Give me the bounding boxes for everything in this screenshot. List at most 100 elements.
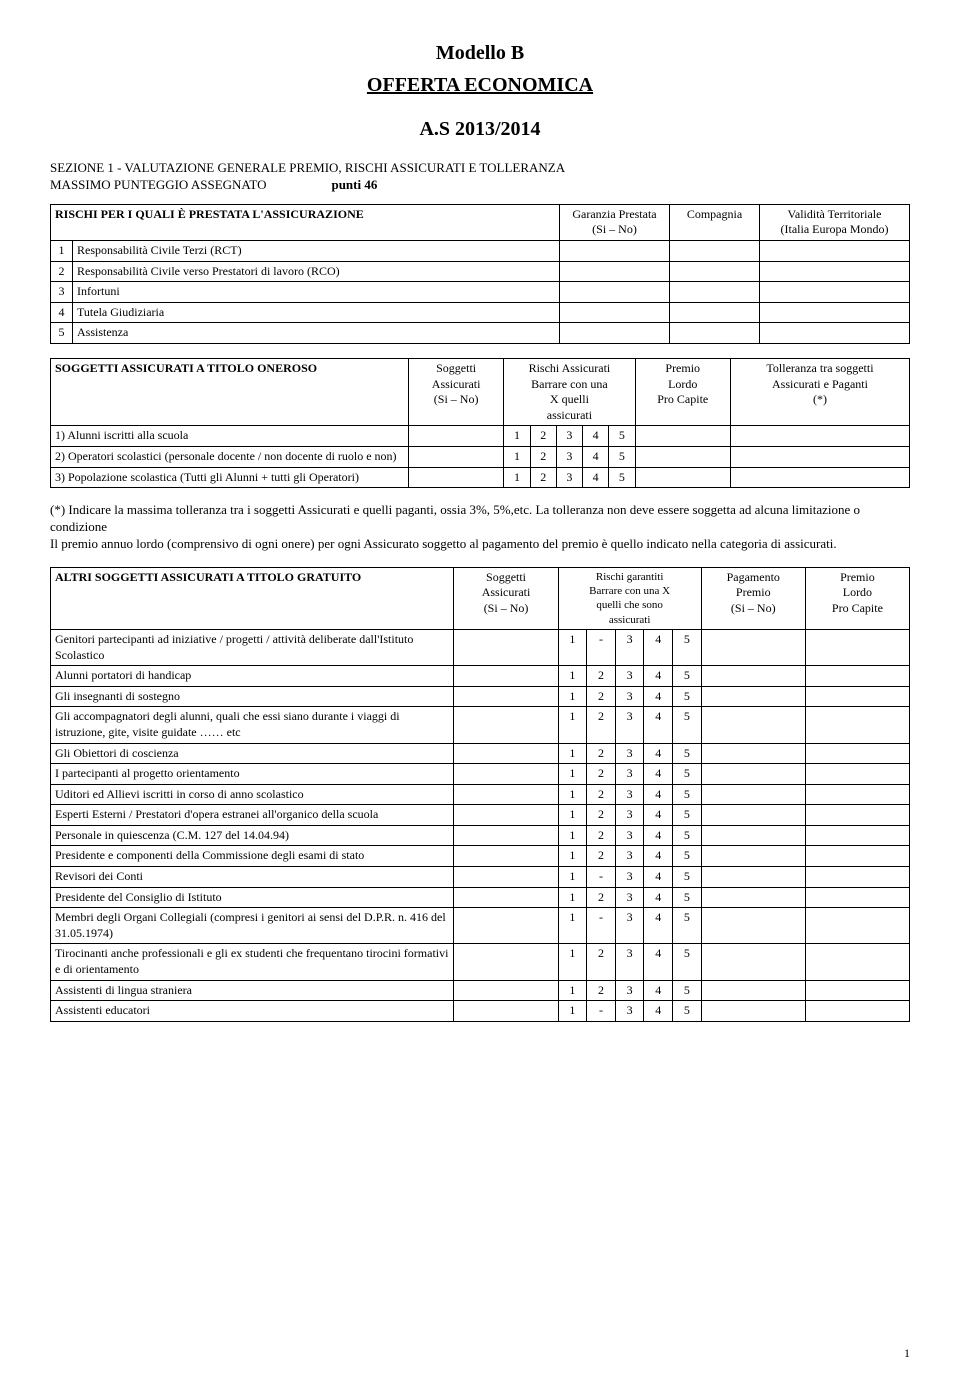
tick-cell: 2 bbox=[587, 980, 616, 1001]
cell-soggetti bbox=[454, 743, 558, 764]
empty-cell bbox=[701, 1001, 805, 1022]
tick-cell: 1 bbox=[558, 908, 587, 944]
table-row: Revisori dei Conti1-345 bbox=[51, 867, 910, 888]
empty-cell bbox=[701, 846, 805, 867]
oneroso-hdr-c5: Tolleranza tra soggetti Assicurati e Pag… bbox=[730, 358, 909, 425]
row-num: 5 bbox=[51, 323, 73, 344]
tick-cell: 3 bbox=[615, 784, 644, 805]
tick-cell: 1 bbox=[558, 743, 587, 764]
tick-cell: 3 bbox=[615, 825, 644, 846]
cell-garanzia bbox=[560, 302, 670, 323]
table-row: 1Responsabilità Civile Terzi (RCT) bbox=[51, 240, 910, 261]
row-label: Esperti Esterni / Prestatori d'opera est… bbox=[51, 805, 454, 826]
row-label: 1) Alunni iscritti alla scuola bbox=[51, 426, 409, 447]
tick-cell: 1 bbox=[558, 686, 587, 707]
row-label: Assistenti educatori bbox=[51, 1001, 454, 1022]
tick-cell: 4 bbox=[644, 784, 673, 805]
empty-cell bbox=[701, 666, 805, 687]
row-label: Gli insegnanti di sostegno bbox=[51, 686, 454, 707]
tick-cell: 5 bbox=[673, 686, 702, 707]
gratuito-hdr-c3: Rischi garantiti Barrare con una X quell… bbox=[558, 567, 701, 629]
row-label: Revisori dei Conti bbox=[51, 867, 454, 888]
tick-cell: 4 bbox=[644, 805, 673, 826]
tick-cell: 4 bbox=[583, 426, 609, 447]
row-label: Tutela Giudiziaria bbox=[73, 302, 560, 323]
tick-cell: 4 bbox=[644, 825, 673, 846]
table-rischi-hdr-c3: Compagnia bbox=[670, 204, 760, 240]
empty-cell bbox=[805, 944, 909, 980]
tick-cell: 5 bbox=[673, 805, 702, 826]
tick-cell: - bbox=[587, 1001, 616, 1022]
tick-cell: 1 bbox=[558, 666, 587, 687]
cell-garanzia bbox=[560, 282, 670, 303]
section-1-line1: SEZIONE 1 - VALUTAZIONE GENERALE PREMIO,… bbox=[50, 160, 910, 177]
tick-cell: 5 bbox=[673, 666, 702, 687]
cell-soggetti bbox=[454, 944, 558, 980]
tick-cell: 3 bbox=[615, 846, 644, 867]
tick-cell: 3 bbox=[615, 743, 644, 764]
tick-cell: 2 bbox=[587, 686, 616, 707]
empty-cell bbox=[805, 686, 909, 707]
tick-cell: 1 bbox=[558, 805, 587, 826]
table-row: Uditori ed Allievi iscritti in corso di … bbox=[51, 784, 910, 805]
tick-cell: 3 bbox=[556, 426, 582, 447]
empty-cell bbox=[701, 825, 805, 846]
table-row: 4Tutela Giudiziaria bbox=[51, 302, 910, 323]
tick-cell: 4 bbox=[644, 846, 673, 867]
tick-cell: 5 bbox=[673, 908, 702, 944]
row-label: Personale in quiescenza (C.M. 127 del 14… bbox=[51, 825, 454, 846]
tick-cell: 4 bbox=[644, 887, 673, 908]
tick-cell: 2 bbox=[587, 764, 616, 785]
row-num: 2 bbox=[51, 261, 73, 282]
empty-cell bbox=[805, 707, 909, 743]
tick-cell: 1 bbox=[504, 467, 530, 488]
tick-cell: - bbox=[587, 867, 616, 888]
empty-cell bbox=[805, 846, 909, 867]
table-soggetti-gratuito: ALTRI SOGGETTI ASSICURATI A TITOLO GRATU… bbox=[50, 567, 910, 1022]
cell-soggetti bbox=[454, 1001, 558, 1022]
tick-cell: 5 bbox=[673, 764, 702, 785]
table-rischi-hdr-c2: Garanzia Prestata (Si – No) bbox=[560, 204, 670, 240]
cell-compagnia bbox=[670, 261, 760, 282]
tick-cell: 5 bbox=[673, 980, 702, 1001]
tick-cell: 5 bbox=[673, 784, 702, 805]
cell-validita bbox=[760, 240, 910, 261]
tick-cell: 3 bbox=[615, 944, 644, 980]
cell-soggetti bbox=[454, 764, 558, 785]
tick-cell: 1 bbox=[558, 707, 587, 743]
tick-cell: 5 bbox=[609, 467, 635, 488]
tick-cell: 5 bbox=[673, 887, 702, 908]
row-label: Genitori partecipanti ad iniziative / pr… bbox=[51, 629, 454, 665]
empty-cell bbox=[730, 446, 909, 467]
tick-cell: 4 bbox=[644, 629, 673, 665]
tick-cell: 2 bbox=[587, 707, 616, 743]
empty-cell bbox=[635, 467, 730, 488]
row-label: I partecipanti al progetto orientamento bbox=[51, 764, 454, 785]
cell-validita bbox=[760, 282, 910, 303]
row-num: 3 bbox=[51, 282, 73, 303]
table-row: Assistenti educatori1-345 bbox=[51, 1001, 910, 1022]
tick-cell: 2 bbox=[587, 805, 616, 826]
tick-cell: - bbox=[587, 908, 616, 944]
empty-cell bbox=[701, 980, 805, 1001]
tick-cell: 3 bbox=[615, 686, 644, 707]
cell-soggetti bbox=[408, 426, 503, 447]
tick-cell: 1 bbox=[558, 846, 587, 867]
empty-cell bbox=[805, 825, 909, 846]
empty-cell bbox=[805, 1001, 909, 1022]
empty-cell bbox=[805, 908, 909, 944]
tick-cell: 4 bbox=[644, 867, 673, 888]
oneroso-hdr-c3: Rischi Assicurati Barrare con una X quel… bbox=[504, 358, 635, 425]
empty-cell bbox=[805, 867, 909, 888]
cell-garanzia bbox=[560, 261, 670, 282]
empty-cell bbox=[701, 805, 805, 826]
table-row: Genitori partecipanti ad iniziative / pr… bbox=[51, 629, 910, 665]
row-label: Assistenza bbox=[73, 323, 560, 344]
tick-cell: 1 bbox=[504, 426, 530, 447]
row-label: Gli Obiettori di coscienza bbox=[51, 743, 454, 764]
tick-cell: 3 bbox=[615, 707, 644, 743]
cell-soggetti bbox=[454, 707, 558, 743]
empty-cell bbox=[805, 764, 909, 785]
cell-soggetti bbox=[454, 686, 558, 707]
tick-cell: 5 bbox=[609, 426, 635, 447]
